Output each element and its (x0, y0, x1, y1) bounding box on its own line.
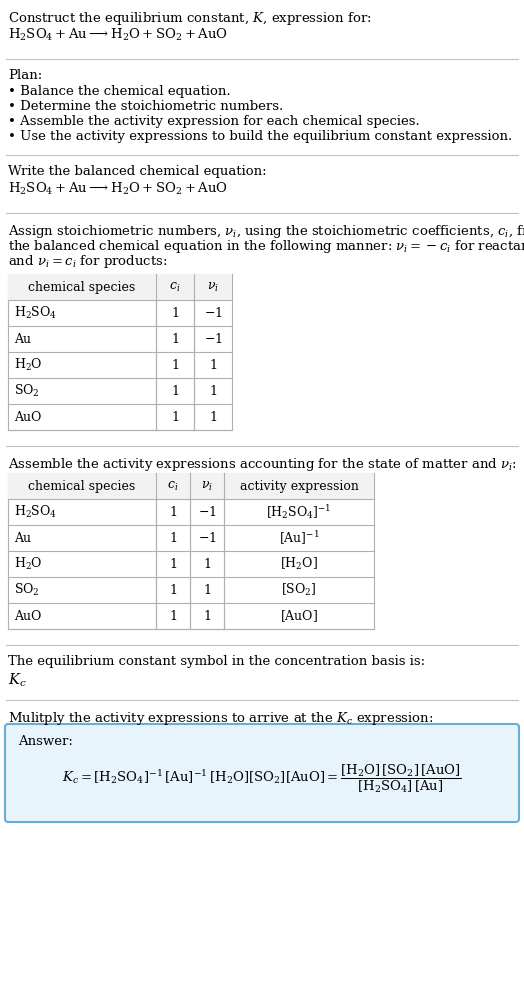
Text: 1: 1 (171, 307, 179, 320)
Text: • Assemble the activity expression for each chemical species.: • Assemble the activity expression for e… (8, 115, 420, 128)
Text: 1: 1 (169, 584, 177, 597)
Text: $\mathrm{H_2O}$: $\mathrm{H_2O}$ (14, 556, 42, 572)
Text: $[\mathrm{H_2SO_4}]^{-1}$: $[\mathrm{H_2SO_4}]^{-1}$ (266, 502, 332, 521)
Text: $\mathrm{H_2SO_4 + Au \longrightarrow H_2O + SO_2 + AuO}$: $\mathrm{H_2SO_4 + Au \longrightarrow H_… (8, 27, 228, 43)
Text: the balanced chemical equation in the following manner: $\nu_i = -c_i$ for react: the balanced chemical equation in the fo… (8, 238, 524, 255)
Text: $\nu_i$: $\nu_i$ (207, 280, 219, 293)
Bar (8, 274, 232, 430)
Text: 1: 1 (209, 359, 217, 372)
Text: $[\mathrm{SO_2}]$: $[\mathrm{SO_2}]$ (281, 582, 316, 598)
Text: 1: 1 (209, 410, 217, 423)
Text: 1: 1 (171, 359, 179, 372)
Text: 1: 1 (171, 385, 179, 398)
Text: $c_i$: $c_i$ (169, 280, 181, 293)
Text: $\mathrm{SO_2}$: $\mathrm{SO_2}$ (14, 582, 40, 598)
Text: $K_c = [\mathrm{H_2SO_4}]^{-1}\,[\mathrm{Au}]^{-1}\,[\mathrm{H_2O}][\mathrm{SO_2: $K_c = [\mathrm{H_2SO_4}]^{-1}\,[\mathrm… (62, 763, 462, 795)
Text: 1: 1 (209, 385, 217, 398)
Text: $\mathrm{SO_2}$: $\mathrm{SO_2}$ (14, 383, 40, 399)
Text: • Determine the stoichiometric numbers.: • Determine the stoichiometric numbers. (8, 100, 283, 113)
Text: $-1$: $-1$ (198, 505, 216, 519)
Text: chemical species: chemical species (28, 479, 136, 492)
Text: $\mathrm{H_2SO_4 + Au \longrightarrow H_2O + SO_2 + AuO}$: $\mathrm{H_2SO_4 + Au \longrightarrow H_… (8, 181, 228, 197)
Text: 1: 1 (203, 609, 211, 622)
Text: 1: 1 (169, 609, 177, 622)
Text: Au: Au (14, 333, 31, 346)
Text: $\mathrm{H_2SO_4}$: $\mathrm{H_2SO_4}$ (14, 305, 57, 321)
Bar (8, 473, 374, 629)
Text: $\nu_i$: $\nu_i$ (201, 479, 213, 492)
Text: Assign stoichiometric numbers, $\nu_i$, using the stoichiometric coefficients, $: Assign stoichiometric numbers, $\nu_i$, … (8, 223, 524, 240)
Text: chemical species: chemical species (28, 280, 136, 293)
Text: 1: 1 (203, 584, 211, 597)
Bar (8, 473, 374, 499)
FancyBboxPatch shape (5, 724, 519, 822)
Text: AuO: AuO (14, 410, 41, 423)
Text: $\mathrm{H_2SO_4}$: $\mathrm{H_2SO_4}$ (14, 504, 57, 520)
Text: Mulitply the activity expressions to arrive at the $K_c$ expression:: Mulitply the activity expressions to arr… (8, 710, 433, 727)
Text: $\mathrm{H_2O}$: $\mathrm{H_2O}$ (14, 357, 42, 373)
Text: Assemble the activity expressions accounting for the state of matter and $\nu_i$: Assemble the activity expressions accoun… (8, 456, 517, 473)
Text: $[\mathrm{H_2O}]$: $[\mathrm{H_2O}]$ (280, 556, 318, 572)
Text: $-1$: $-1$ (198, 531, 216, 545)
Text: $c_i$: $c_i$ (167, 479, 179, 492)
Text: $[\mathrm{AuO}]$: $[\mathrm{AuO}]$ (280, 608, 318, 624)
Text: • Balance the chemical equation.: • Balance the chemical equation. (8, 85, 231, 98)
Text: activity expression: activity expression (239, 479, 358, 492)
Text: Answer:: Answer: (18, 735, 73, 748)
Text: Write the balanced chemical equation:: Write the balanced chemical equation: (8, 165, 267, 178)
Text: Plan:: Plan: (8, 69, 42, 82)
Text: $[\mathrm{Au}]^{-1}$: $[\mathrm{Au}]^{-1}$ (279, 530, 319, 547)
Text: 1: 1 (171, 333, 179, 346)
Text: Construct the equilibrium constant, $K$, expression for:: Construct the equilibrium constant, $K$,… (8, 10, 372, 27)
Text: • Use the activity expressions to build the equilibrium constant expression.: • Use the activity expressions to build … (8, 130, 512, 143)
Text: 1: 1 (171, 410, 179, 423)
Text: $-1$: $-1$ (204, 306, 222, 320)
Text: The equilibrium constant symbol in the concentration basis is:: The equilibrium constant symbol in the c… (8, 655, 425, 668)
Text: 1: 1 (169, 506, 177, 519)
Text: Au: Au (14, 532, 31, 545)
Text: $-1$: $-1$ (204, 332, 222, 346)
Text: $K_c$: $K_c$ (8, 672, 27, 689)
Text: 1: 1 (169, 558, 177, 571)
Text: 1: 1 (169, 532, 177, 545)
Text: AuO: AuO (14, 609, 41, 622)
Text: and $\nu_i = c_i$ for products:: and $\nu_i = c_i$ for products: (8, 253, 168, 270)
Bar (8, 274, 232, 300)
Text: 1: 1 (203, 558, 211, 571)
